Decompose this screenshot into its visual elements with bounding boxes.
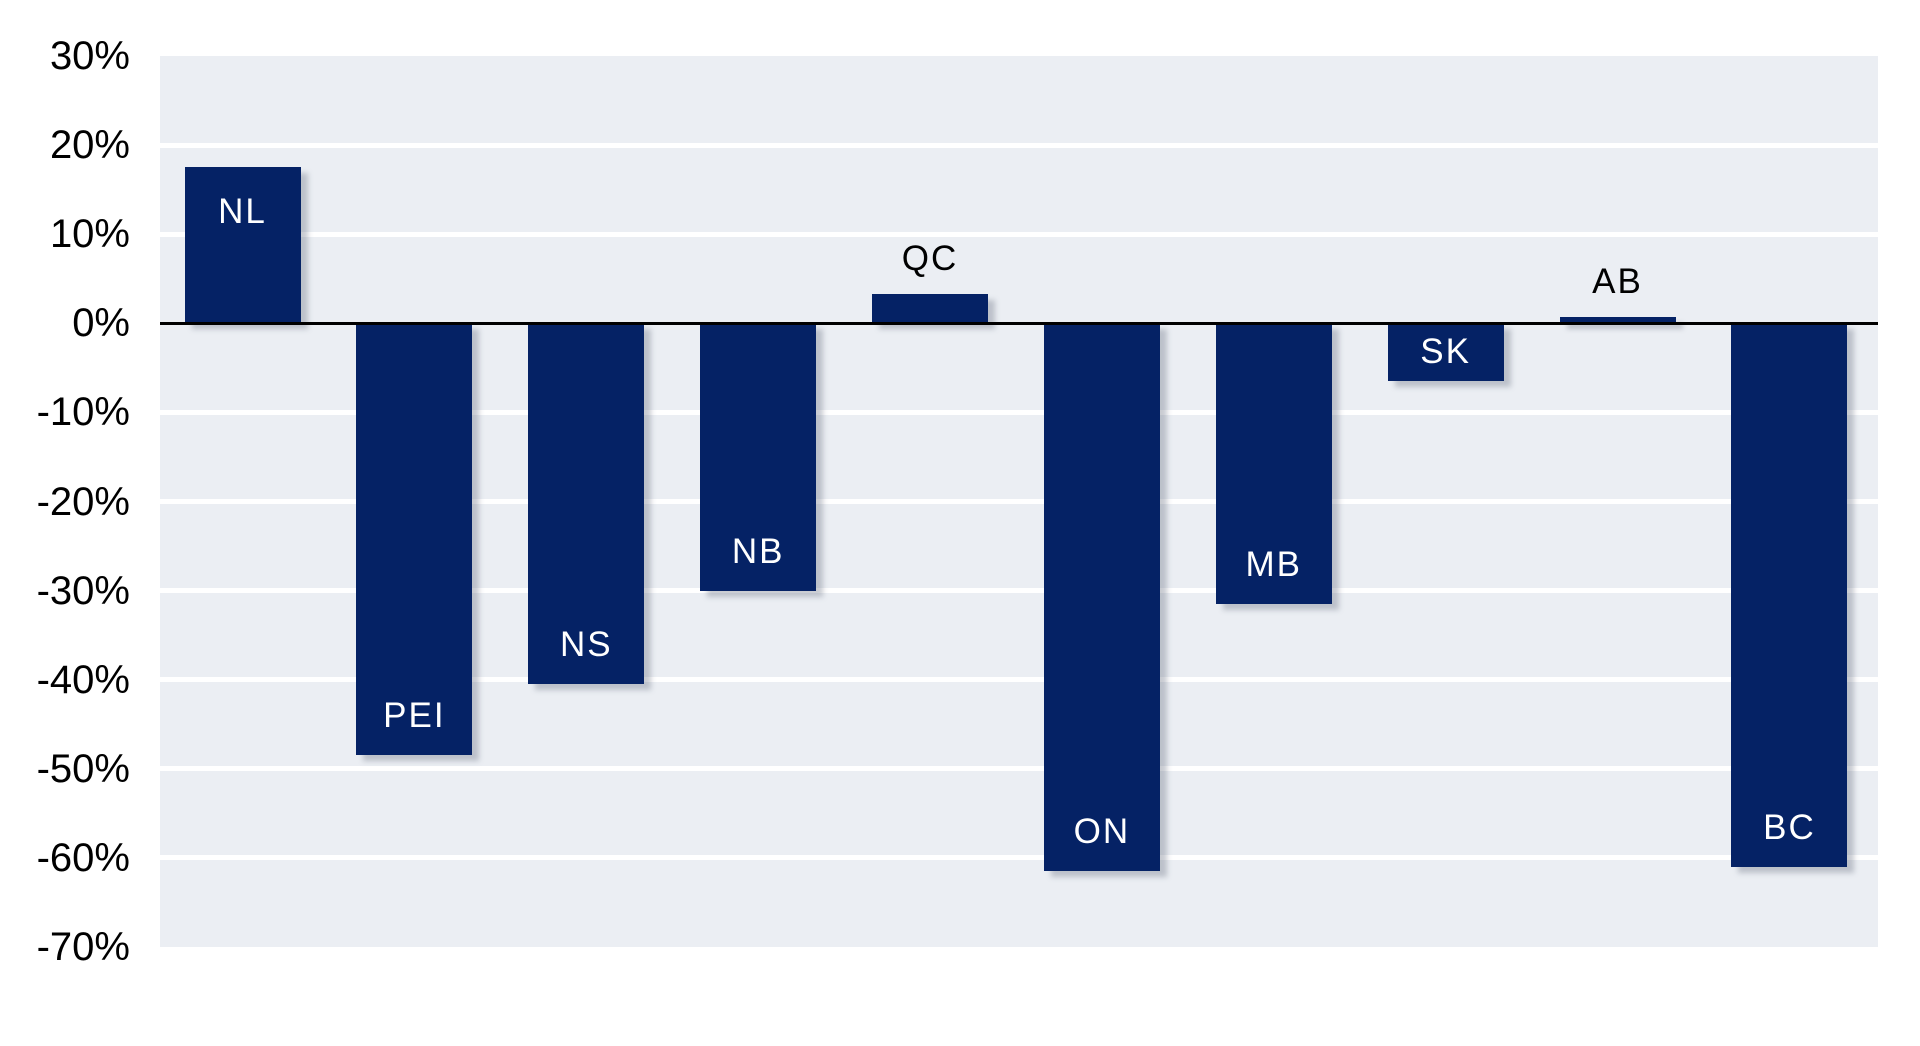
bar-label-QC: QC: [901, 238, 959, 278]
bar-AB: [1559, 317, 1676, 324]
bar-label-ON: ON: [1073, 812, 1131, 852]
bar-MB: [1215, 323, 1332, 604]
bar-label-MB: MB: [1245, 544, 1303, 584]
zero-axis-line: [160, 321, 1878, 325]
y-axis-tick-label: -50%: [36, 746, 130, 791]
y-axis-tick-label: 10%: [49, 212, 130, 257]
y-axis-tick-label: -20%: [36, 479, 130, 524]
bar-label-AB: AB: [1592, 262, 1643, 302]
y-axis-tick-label: 30%: [49, 34, 130, 78]
gridline--20: [160, 499, 1878, 504]
y-axis-tick-label: 0%: [72, 301, 130, 346]
bar-SK: [1387, 323, 1504, 382]
y-axis-tick-label: -10%: [36, 390, 130, 435]
y-axis-tick-label: -40%: [36, 657, 130, 702]
gridline--10: [160, 409, 1878, 415]
bar-label-NB: NB: [731, 531, 785, 571]
bar-NL: [184, 167, 301, 324]
bar-NS: [528, 323, 645, 685]
bar-label-BC: BC: [1763, 807, 1816, 847]
bar-label-SK: SK: [1420, 332, 1471, 372]
bar-QC: [872, 293, 989, 324]
gridline-10: [160, 231, 1878, 237]
bar-NB: [700, 323, 817, 591]
bar-label-PEI: PEI: [383, 696, 446, 736]
y-axis-tick-label: -70%: [36, 925, 130, 969]
y-axis-tick-label: -30%: [36, 568, 130, 613]
bar-PEI: [356, 323, 473, 756]
bar-label-NL: NL: [218, 192, 267, 232]
y-axis-tick-label: -60%: [36, 835, 130, 880]
gridline--50: [160, 766, 1878, 772]
gridline--40: [160, 677, 1878, 683]
gridline-20: [160, 142, 1878, 148]
bar-ON: [1043, 323, 1160, 872]
gridline--60: [160, 855, 1878, 861]
y-axis-tick-label: 20%: [49, 123, 130, 168]
bar-BC: [1731, 323, 1848, 867]
bar-label-NS: NS: [559, 625, 613, 665]
gridline--30: [160, 588, 1878, 594]
